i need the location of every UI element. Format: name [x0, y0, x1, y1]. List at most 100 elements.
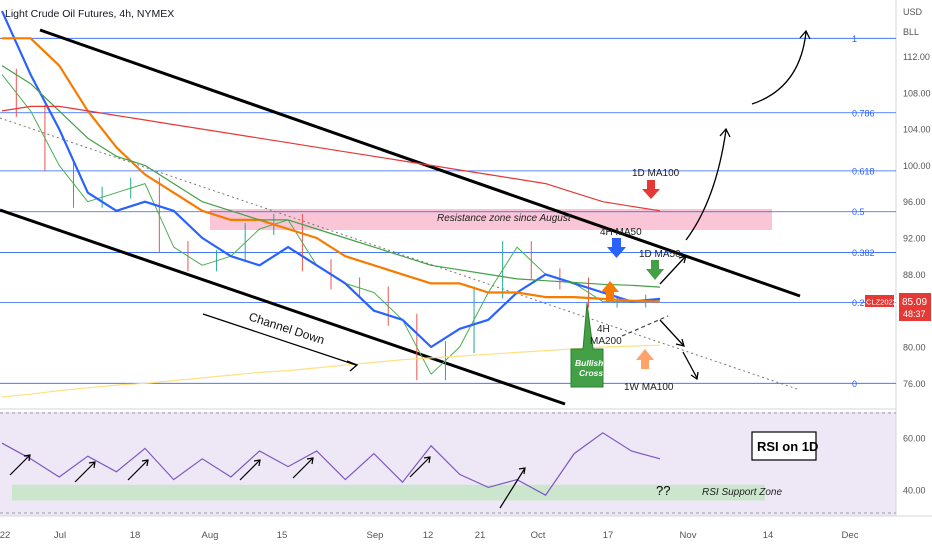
date-tick-label: 22 [0, 530, 10, 541]
rsi-trend-arrow-head [518, 467, 526, 475]
rsi-tick-label: 40.00 [903, 486, 926, 496]
date-tick-label: Dec [842, 530, 859, 541]
price-tick-label: 104.00 [903, 125, 931, 135]
resistance-zone [210, 209, 772, 230]
projection-curve-2 [751, 31, 807, 105]
price-tick-label: 108.00 [903, 88, 931, 98]
rsi-trend-arrow [74, 461, 96, 483]
price-tag-countdown: 48:37 [903, 309, 926, 319]
price-tick-label: 80.00 [903, 342, 926, 352]
rsi-trend-arrows [9, 454, 526, 509]
rsi-support-zone [12, 484, 765, 501]
date-tick-label: 15 [277, 530, 288, 541]
projection-arrows [202, 29, 811, 381]
date-tick-label: Aug [202, 530, 219, 541]
price-tag [899, 293, 931, 321]
support-dashed-line[interactable] [621, 315, 669, 337]
rsi-axis-ticks: 60.00 40.00 [903, 434, 926, 496]
ma50-4h-label: 4H MA50 [600, 227, 642, 238]
series-1w-ma100 [1, 344, 661, 398]
symbol-tag-text: CLZ2022 [866, 298, 897, 307]
unit-label: BLL [903, 27, 919, 37]
rsi-trend-arrow-head [141, 459, 149, 467]
ma-markers [570, 180, 664, 388]
fib-level-label: 0 [852, 379, 857, 389]
date-tick-label: Oct [531, 530, 546, 541]
projection-arrow-down-2 [682, 351, 698, 379]
date-tick-label: Nov [680, 530, 697, 541]
price-tick-label: 100.00 [903, 161, 931, 171]
price-tick-label: 76.00 [903, 379, 926, 389]
rsi-line [1, 432, 661, 496]
ma100-1w-label: 1W MA100 [624, 382, 674, 393]
time-axis-ticks: 22 Jul 18 Aug 15 Sep 12 21 Oct 17 Nov 14 Dec [0, 530, 859, 541]
red-down-arrow-icon [642, 180, 660, 199]
currency-label: USD [903, 7, 923, 17]
rsi-title-box [751, 431, 817, 461]
bullish-cross-label: Bullish Cross [575, 358, 603, 378]
green-down-arrow-icon [646, 260, 664, 280]
rsi-trend-arrow [499, 467, 526, 509]
projection-curve-1 [685, 129, 727, 241]
rsi-trend-arrow-head [23, 454, 31, 462]
rsi-question-mark: ?? [656, 483, 670, 498]
ma50-1d-label: 1D MA50 [639, 249, 681, 260]
orange-up-arrow-icon [601, 281, 619, 301]
projection-arrow-head-5 [799, 29, 811, 40]
series-1d-ma100 [1, 105, 661, 212]
channel-arrow [202, 313, 357, 366]
date-tick-label: 17 [603, 530, 614, 541]
price-tick-label: 112.00 [903, 52, 930, 62]
rsi-trend-arrow [292, 457, 314, 479]
rsi-trend-arrow-head [423, 456, 431, 464]
series-1d-ma50 [1, 65, 661, 288]
fib-level-label: 0.2 [852, 298, 865, 308]
channel-arrow-head [346, 360, 359, 372]
orange-up-arrow-icon-2 [636, 349, 654, 369]
date-tick-label: 14 [763, 530, 774, 541]
main-pane [0, 0, 896, 406]
fib-level-label: 0.5 [852, 207, 865, 217]
price-tick-label: 96.00 [903, 197, 926, 207]
rsi-support-label: RSI Support Zone [702, 487, 782, 498]
channel-lower-line[interactable] [0, 208, 566, 406]
price-axis-ticks: 112.00 108.00 104.00 100.00 96.00 92.00 88.00 8… [903, 52, 931, 389]
chart-title: Light Crude Oil Futures, 4h, NYMEX [5, 8, 174, 20]
rsi-trend-arrow [409, 456, 431, 478]
rsi-tick-label: 60.00 [903, 434, 926, 444]
projection-arrow-head-4 [719, 127, 731, 138]
rsi-trend-arrow [239, 459, 261, 481]
date-tick-label: 21 [475, 530, 486, 541]
fib-level-label: 1 [852, 34, 857, 44]
fib-level-label: 0.618 [852, 166, 875, 176]
bullish-cross-callout [570, 302, 604, 388]
date-tick-label: Jul [54, 530, 66, 541]
projection-arrow-head-1 [678, 255, 687, 264]
projection-arrow-head-2 [675, 338, 685, 347]
rsi-trend-arrow [127, 459, 149, 481]
date-tick-label: Sep [367, 530, 384, 541]
price-tick-label: 92.00 [903, 234, 926, 244]
ma200-4h-label: 4H MA200 [590, 324, 622, 347]
date-tick-label: 12 [423, 530, 434, 541]
rsi-title: RSI on 1D [757, 439, 818, 454]
channel-upper-line[interactable] [39, 28, 801, 298]
ma100-1d-label: 1D MA100 [632, 168, 680, 179]
projection-arrow-up-1 [659, 256, 686, 285]
projection-arrow-down-1 [659, 319, 684, 346]
price-tick-label: 88.00 [903, 270, 926, 280]
resistance-label: Resistance zone since August [437, 213, 572, 224]
price-tag-value: 85.09 [902, 297, 927, 308]
date-tick-label: 18 [130, 530, 141, 541]
symbol-tag [865, 295, 894, 307]
rsi-trend-arrow-head [306, 457, 314, 465]
fib-level-label: 0.382 [852, 248, 875, 258]
price-series [0, 10, 661, 496]
series-4h-ma50 [0, 10, 661, 349]
rsi-trend-arrow-head [253, 459, 261, 467]
projection-arrow-head-3 [690, 371, 699, 381]
rsi-trend-arrow [9, 454, 31, 476]
rsi-trend-arrow-head [88, 461, 96, 469]
blue-down-arrow-icon [607, 238, 626, 258]
